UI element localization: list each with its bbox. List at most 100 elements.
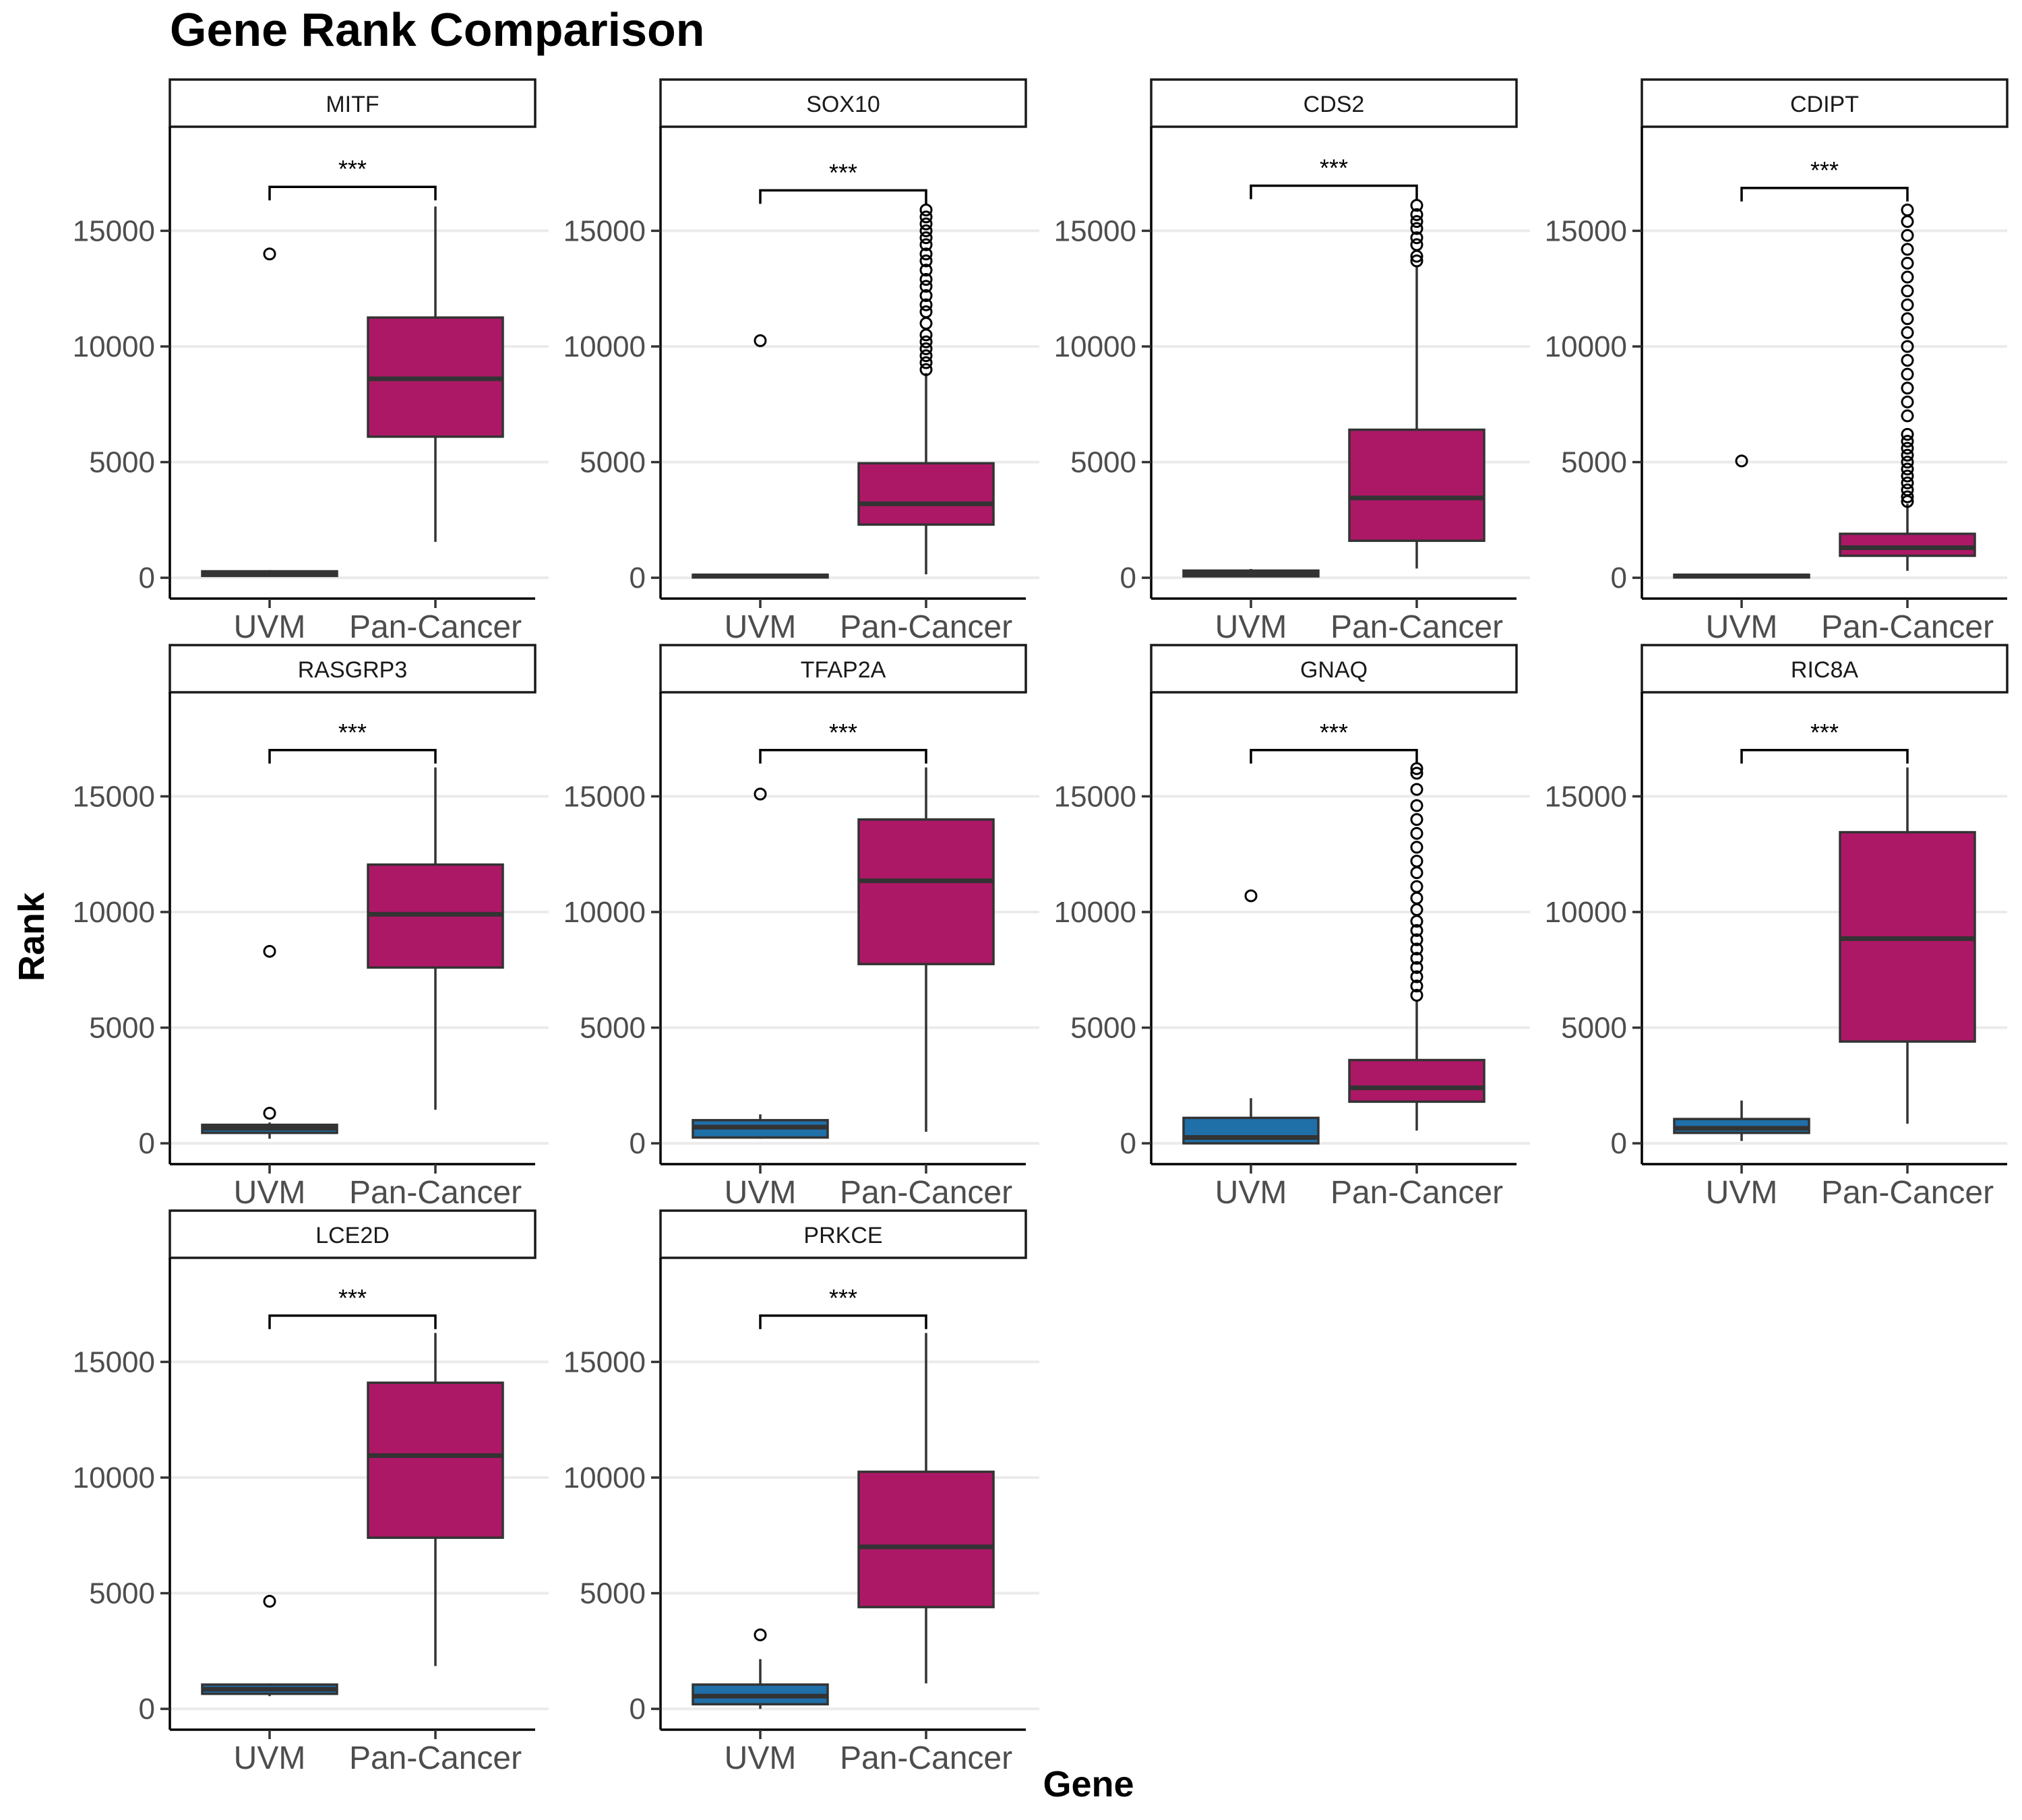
significance-label: *** — [829, 158, 857, 186]
x-tick-label: Pan-Cancer — [1821, 609, 1994, 645]
facet-label: MITF — [326, 92, 379, 117]
box-iqr — [857, 462, 995, 526]
y-tick-label: 10000 — [1545, 896, 1627, 929]
outlier-point — [919, 363, 933, 376]
outlier-point — [263, 1595, 276, 1608]
outlier-point — [919, 264, 933, 277]
x-axis-title: Gene — [1043, 1764, 1134, 1804]
facet-strip — [168, 1209, 537, 1259]
y-tick-label: 15000 — [1054, 214, 1136, 247]
outlier-point — [1901, 270, 1914, 284]
outlier-point — [1410, 880, 1423, 893]
outlier-point — [919, 335, 933, 348]
outlier-point — [754, 334, 767, 347]
outlier-point — [919, 280, 933, 293]
outlier-point — [1410, 208, 1423, 221]
significance-label: *** — [338, 155, 367, 183]
outlier-point — [919, 231, 933, 245]
y-tick-label: 10000 — [73, 1461, 155, 1494]
facet-label: RASGRP3 — [298, 657, 408, 683]
x-tick-label: Pan-Cancer — [1330, 1175, 1503, 1211]
outlier-point — [1410, 238, 1423, 251]
panel-prkce: PRKCE 0 5000 10000 15000 UVM Pan-Cancer *** — [563, 1209, 1039, 1776]
outlier-point — [263, 944, 276, 958]
significance-bracket — [1250, 184, 1418, 200]
significance-label: *** — [338, 719, 367, 746]
chart-title: Gene Rank Comparison — [170, 3, 705, 56]
box-pan-cancer: Pan-Cancer — [349, 767, 522, 1211]
significance-label: *** — [1320, 154, 1348, 182]
box-iqr — [857, 1470, 995, 1608]
outlier-point — [1901, 409, 1914, 423]
y-tick-label: 15000 — [563, 214, 646, 247]
facet-grid: MITF 0 5000 10000 15000 UVM Pan-Cancer *** SOX10… — [73, 78, 2009, 1776]
box-pan-cancer: Pan-Cancer — [1330, 762, 1503, 1211]
outlier-point — [1901, 395, 1914, 408]
y-tick-label: 5000 — [580, 446, 646, 479]
box-uvm: UVM — [1673, 454, 1810, 645]
box-uvm: UVM — [1182, 569, 1320, 645]
x-tick-label: Pan-Cancer — [349, 609, 522, 645]
significance-label: *** — [1810, 156, 1839, 184]
outlier-point — [1901, 256, 1914, 270]
box-iqr — [1348, 428, 1485, 542]
outlier-point — [1901, 462, 1914, 476]
x-tick-label: Pan-Cancer — [840, 609, 1012, 645]
y-tick-label: 0 — [139, 1693, 155, 1726]
facet-strip — [659, 1209, 1027, 1259]
outlier-point — [1901, 298, 1914, 311]
y-tick-label: 10000 — [1545, 330, 1627, 363]
y-tick-label: 0 — [1120, 562, 1136, 595]
x-tick-label: UVM — [1215, 1175, 1287, 1211]
facet-label: SOX10 — [806, 92, 880, 117]
outlier-point — [1901, 312, 1914, 326]
y-tick-label: 10000 — [1054, 330, 1136, 363]
x-tick-label: Pan-Cancer — [349, 1740, 522, 1776]
panel-lce2d: LCE2D 0 5000 10000 15000 UVM Pan-Cancer *** — [73, 1209, 549, 1776]
y-tick-label: 5000 — [1561, 1012, 1627, 1045]
box-iqr — [1348, 1058, 1485, 1103]
x-tick-label: UVM — [1706, 609, 1778, 645]
y-tick-label: 10000 — [563, 896, 646, 929]
y-tick-label: 5000 — [580, 1012, 646, 1045]
box-uvm: UVM — [692, 1628, 829, 1776]
x-tick-label: UVM — [234, 1740, 306, 1776]
outlier-point — [1901, 215, 1914, 229]
y-axis-title: Rank — [11, 892, 52, 981]
outlier-point — [1410, 961, 1423, 974]
box-iqr — [367, 1381, 504, 1539]
box-pan-cancer: Pan-Cancer — [1330, 199, 1503, 645]
outlier-point — [1901, 382, 1914, 395]
facet-label: CDIPT — [1790, 92, 1859, 117]
facet-strip — [1150, 78, 1518, 128]
y-tick-label: 15000 — [563, 780, 646, 813]
x-tick-label: UVM — [1706, 1175, 1778, 1211]
panel-rasgrp3: RASGRP3 0 5000 10000 15000 UVM Pan-Cancer *** — [73, 644, 549, 1211]
outlier-point — [1410, 970, 1423, 983]
x-tick-label: UVM — [234, 1175, 306, 1211]
outlier-point — [1410, 813, 1423, 826]
x-tick-label: Pan-Cancer — [1821, 1175, 1994, 1211]
y-tick-label: 0 — [1120, 1127, 1136, 1160]
y-tick-label: 10000 — [563, 1461, 646, 1494]
facet-strip — [1150, 644, 1518, 694]
y-tick-label: 15000 — [1054, 780, 1136, 813]
y-tick-label: 10000 — [73, 330, 155, 363]
outlier-point — [1901, 448, 1914, 462]
outlier-point — [919, 224, 933, 237]
facet-strip — [1641, 78, 2009, 128]
outlier-point — [263, 247, 276, 261]
significance-label: *** — [829, 1284, 857, 1312]
y-tick-label: 0 — [1611, 562, 1627, 595]
x-tick-label: Pan-Cancer — [1330, 609, 1503, 645]
box-pan-cancer: Pan-Cancer — [349, 1333, 522, 1776]
outlier-point — [1410, 903, 1423, 917]
outlier-point — [754, 787, 767, 801]
outlier-point — [1410, 923, 1423, 937]
outlier-point — [919, 289, 933, 302]
significance-bracket — [1250, 749, 1418, 764]
outlier-point — [1901, 243, 1914, 256]
significance-bracket — [268, 749, 437, 764]
outlier-point — [919, 217, 933, 231]
